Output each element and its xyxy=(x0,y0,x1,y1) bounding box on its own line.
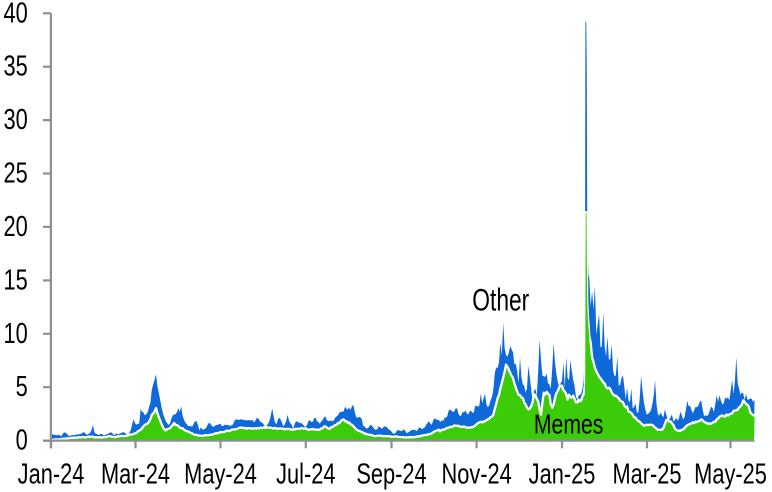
svg-text:Jan-24: Jan-24 xyxy=(18,459,85,491)
svg-text:Jan-25: Jan-25 xyxy=(529,459,596,491)
svg-text:Memes: Memes xyxy=(534,410,603,440)
svg-text:15: 15 xyxy=(4,265,28,297)
svg-text:Nov-24: Nov-24 xyxy=(441,459,511,491)
svg-text:20: 20 xyxy=(4,211,28,243)
svg-text:Mar-24: Mar-24 xyxy=(101,459,170,491)
svg-text:Mar-25: Mar-25 xyxy=(612,459,681,491)
svg-text:40: 40 xyxy=(4,0,28,29)
svg-text:May-24: May-24 xyxy=(184,459,257,491)
svg-text:5: 5 xyxy=(16,371,28,403)
svg-text:10: 10 xyxy=(4,318,28,350)
svg-text:25: 25 xyxy=(4,158,28,190)
svg-text:30: 30 xyxy=(4,104,28,136)
svg-text:35: 35 xyxy=(4,51,28,83)
svg-text:May-25: May-25 xyxy=(694,459,767,491)
svg-text:Jul-24: Jul-24 xyxy=(276,459,335,491)
svg-text:Other: Other xyxy=(472,282,529,317)
svg-text:Sep-24: Sep-24 xyxy=(356,459,426,491)
svg-text:0: 0 xyxy=(16,425,28,457)
